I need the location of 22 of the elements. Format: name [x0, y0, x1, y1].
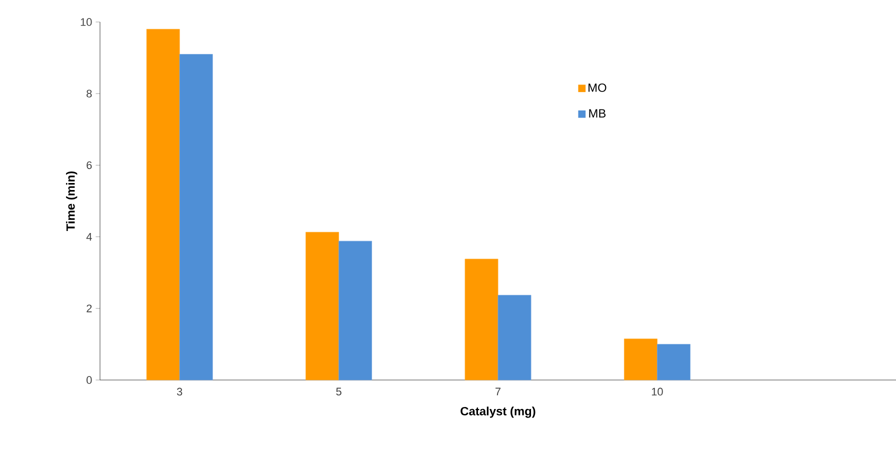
y-tick-label: 0: [86, 376, 92, 384]
y-tick-label: 4: [86, 233, 92, 241]
y-axis-title: Time (min): [66, 171, 78, 231]
y-tick-label: 10: [80, 18, 92, 26]
x-tick-label: 7: [496, 388, 501, 396]
legend-label: MB: [589, 109, 606, 118]
x-tick-label: 10: [652, 388, 663, 396]
bar: [624, 338, 658, 380]
legend-label: MO: [588, 83, 606, 92]
bar: [306, 232, 339, 380]
y-tick-label: 2: [86, 304, 92, 312]
y-tick-label: 6: [86, 161, 92, 170]
x-axis-title: Catalyst (mg): [460, 406, 536, 418]
bar: [657, 344, 690, 380]
y-tick-label: 8: [86, 90, 92, 98]
x-tick-label: 5: [336, 388, 342, 396]
bar: [464, 258, 498, 380]
bar: [338, 240, 372, 380]
bar: [146, 28, 180, 380]
x-tick-label: 3: [176, 388, 182, 396]
bar: [179, 54, 213, 380]
bar: [498, 294, 532, 380]
